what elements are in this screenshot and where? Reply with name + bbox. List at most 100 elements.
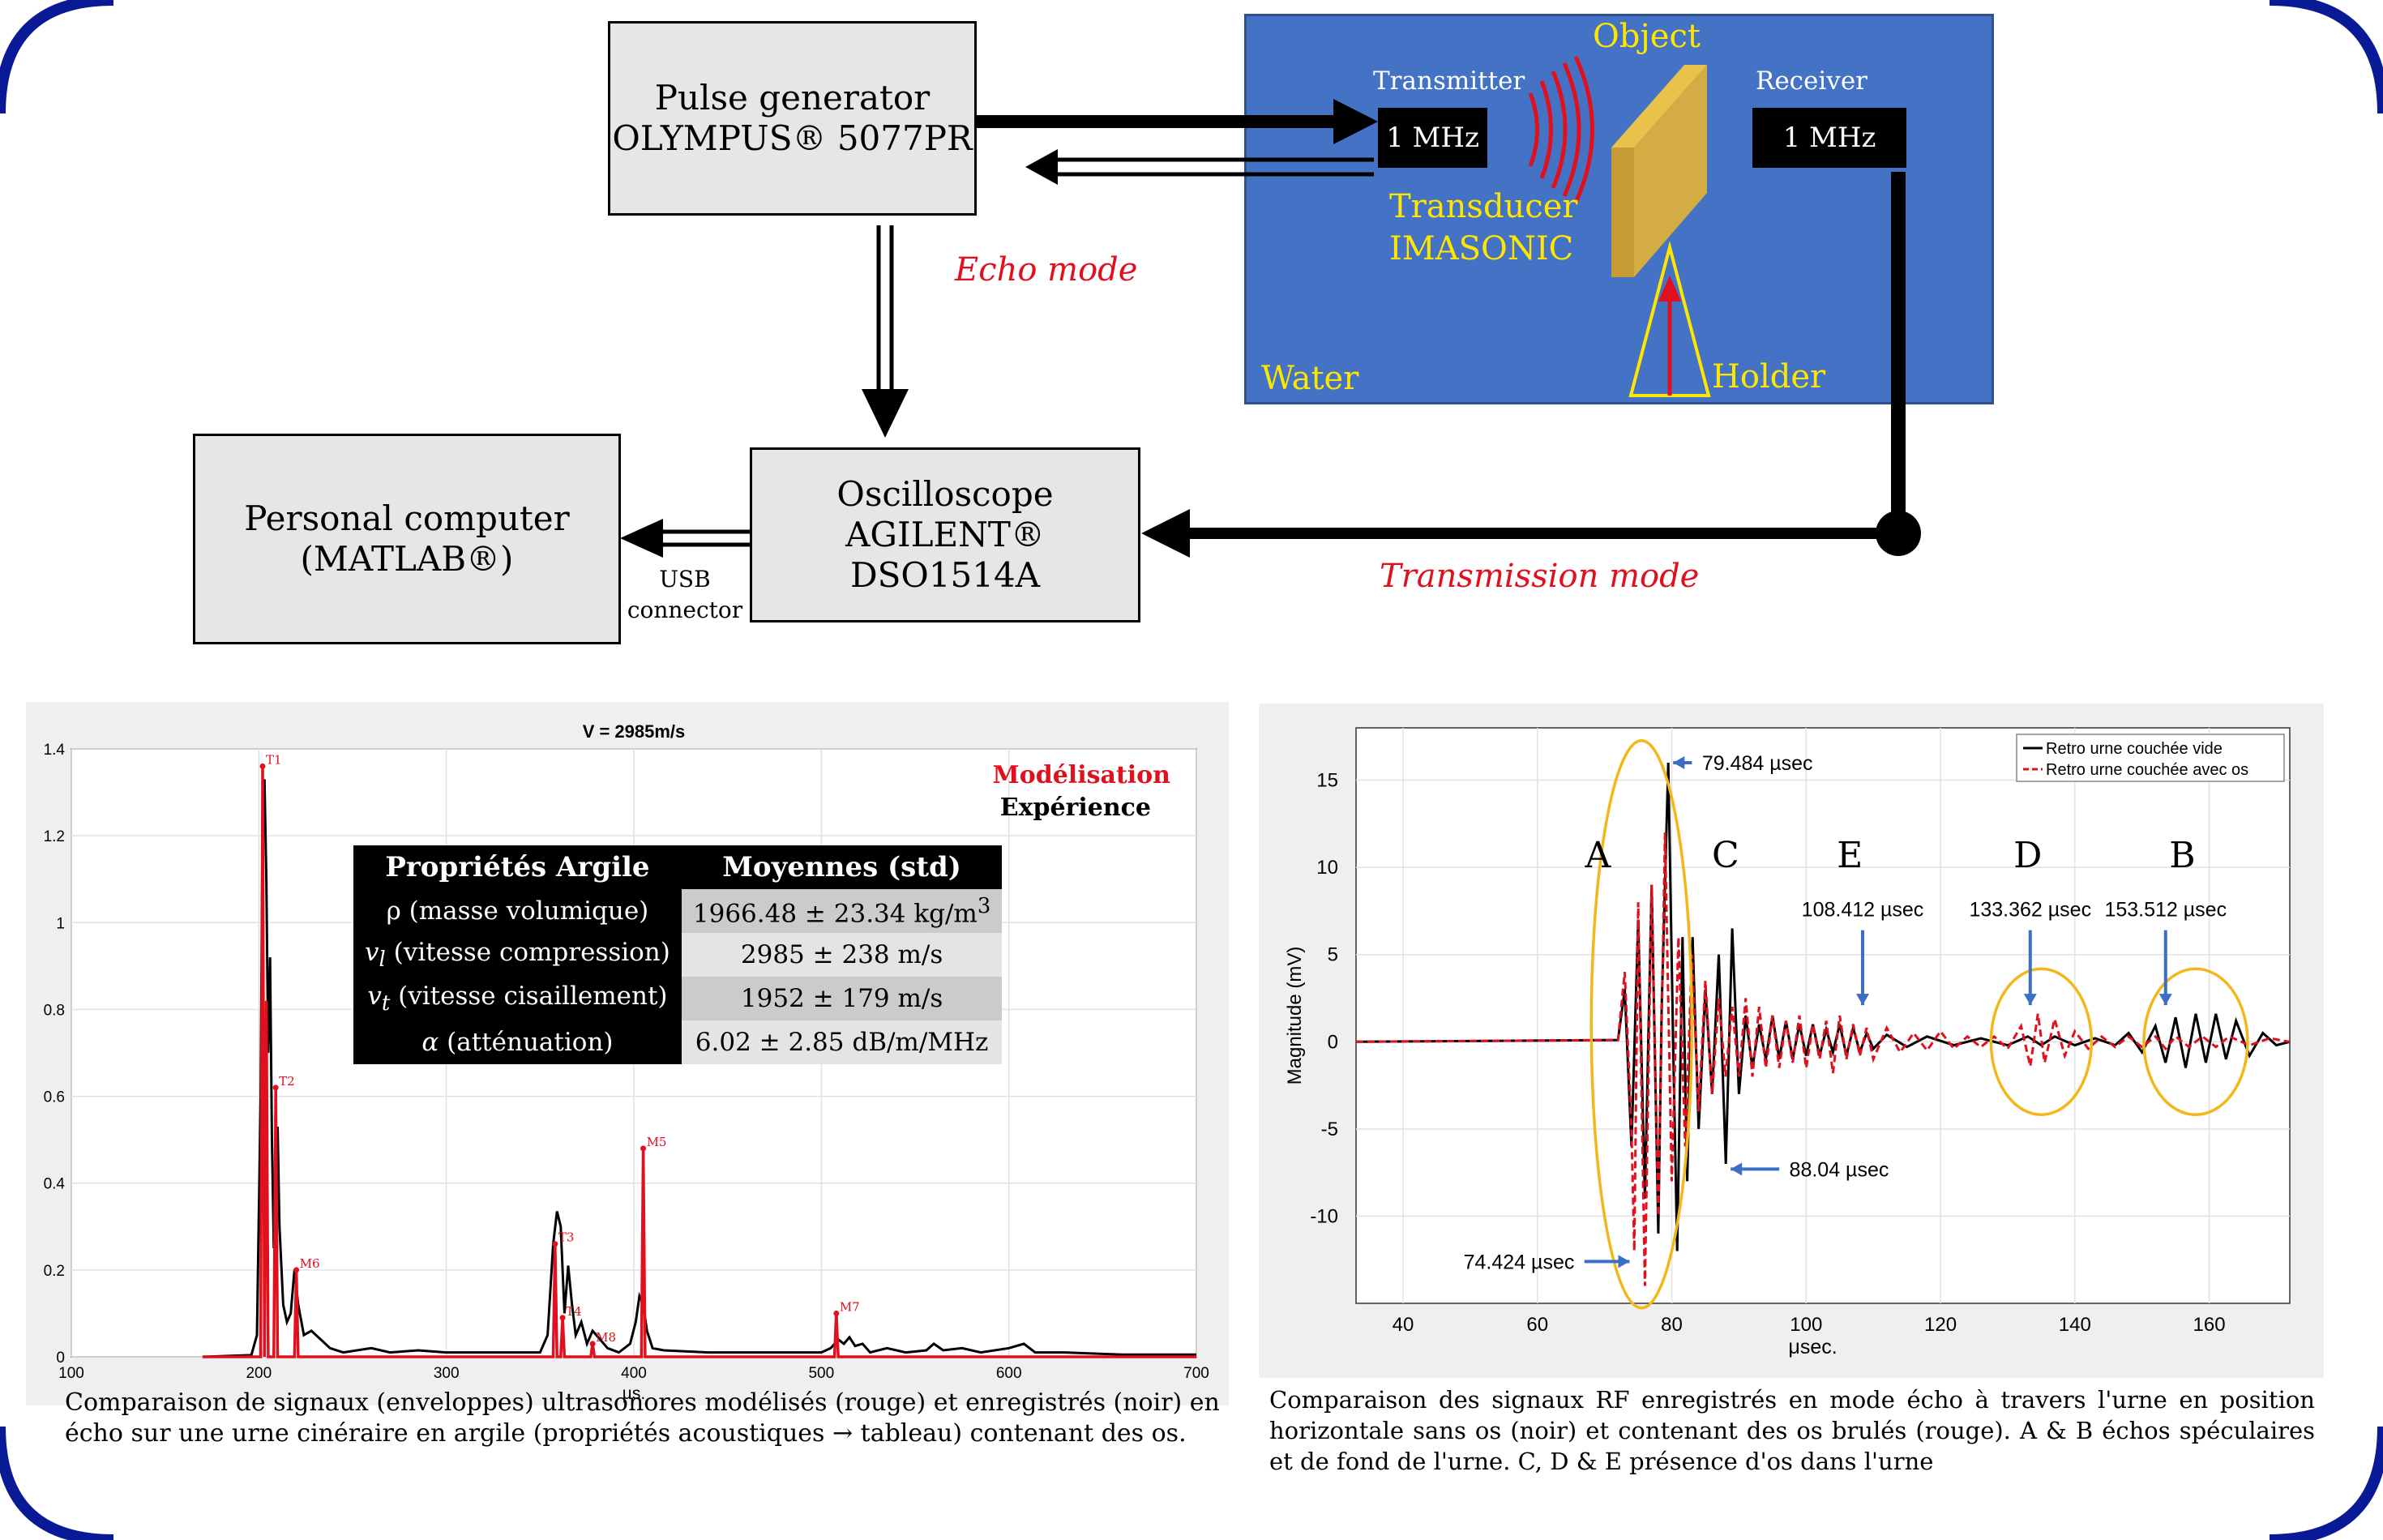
y-tick-label: 1 <box>56 915 65 932</box>
callout-arrow-74-head <box>1618 1255 1630 1268</box>
transmitter-label: Transmitter <box>1373 66 1525 96</box>
symbol-rho: ρ <box>386 896 401 926</box>
legend-label-avec-os: Retro urne couchée avec os <box>2046 761 2248 779</box>
water-label: Water <box>1261 360 1359 397</box>
marker-point <box>272 1084 279 1091</box>
y-tick-label: -10 <box>1310 1205 1338 1227</box>
callout-arrow-88-head <box>1731 1162 1743 1176</box>
x-tick-label: 140 <box>2059 1314 2091 1336</box>
x-tick-label: 100 <box>1790 1314 1822 1336</box>
property-name: (atténuation) <box>447 1028 614 1057</box>
callout-153: 153.512 µsec <box>2104 898 2227 921</box>
holder-arrow-icon <box>1658 276 1681 302</box>
marker-point <box>259 763 266 769</box>
oscilloscope-model: AGILENT® DSO1514A <box>845 515 1045 595</box>
table-header-value: Moyennes (std) <box>681 845 1003 889</box>
echo-mode-label: Echo mode <box>955 251 1138 289</box>
marker-label: T3 <box>558 1230 575 1245</box>
callout-74: 74.424 µsec <box>1464 1251 1575 1273</box>
callout-133: 133.362 µsec <box>1969 898 2091 921</box>
y-tick-label: 1.4 <box>44 742 66 759</box>
echo-letter-e: E <box>1837 835 1863 876</box>
y-tick-label: 1.2 <box>44 828 65 845</box>
transducer-label: Transducer <box>1389 188 1578 225</box>
marker-point <box>293 1267 300 1273</box>
y-tick-label: 0 <box>1328 1031 1338 1053</box>
computer-label: Personal computer <box>244 498 570 538</box>
chart-title: V = 2985m/s <box>583 721 686 742</box>
object-plate <box>1634 65 1707 277</box>
y-tick-label: -5 <box>1321 1119 1338 1140</box>
x-tick-label: 40 <box>1393 1314 1414 1336</box>
table-cell-property: α (atténuation) <box>353 1020 682 1064</box>
y-tick-label: 0.4 <box>44 1176 66 1193</box>
table-cell-value: 6.02 ± 2.85 dB/m/MHz <box>681 1020 1003 1064</box>
series-line-modelisation <box>202 766 1196 1358</box>
marker-label: T2 <box>279 1074 295 1089</box>
diagram-connectors <box>620 55 1921 558</box>
usb-label: USB connector <box>624 564 746 626</box>
y-tick-label: 10 <box>1316 857 1338 879</box>
properties-table: Propriétés Argile Moyennes (std) ρ (mass… <box>353 845 1003 1064</box>
highlight-ellipse-b <box>2142 967 2249 1117</box>
right-caption-text: Comparaison des signaux RF enregistrés e… <box>1269 1386 2315 1475</box>
y-tick-label: 0 <box>56 1350 65 1367</box>
x-tick-label: 400 <box>621 1365 647 1382</box>
right-chart: 40 60 80 100 120 140 160 -10 -5 0 5 10 15 μsec. Magnit… <box>1284 727 2291 1358</box>
marker-point <box>640 1145 647 1152</box>
left-caption-text: Comparaison de signaux (enveloppes) ultr… <box>65 1388 1220 1448</box>
transmission-arrowhead <box>1141 509 1190 558</box>
table-row: vl (vitesse compression) 2985 ± 238 m/s <box>353 933 1003 977</box>
property-name: (masse volumique) <box>409 896 649 926</box>
marker-label: T1 <box>266 752 282 767</box>
legend-experience: Expérience <box>1000 794 1151 822</box>
y-axis-label: Magnitude (mV) <box>1284 947 1306 1085</box>
x-tick-label: 60 <box>1526 1314 1548 1336</box>
object-label: Object <box>1593 18 1701 55</box>
symbol-sub: t <box>381 991 391 1016</box>
echo-letter-b: B <box>2169 835 2195 876</box>
callout-108: 108.412 µsec <box>1802 898 1924 921</box>
table-cell-value: 2985 ± 238 m/s <box>681 933 1003 977</box>
left-caption: Comparaison de signaux (enveloppes) ultr… <box>65 1388 1232 1449</box>
series-line-experience <box>202 779 1196 1358</box>
callout-79: 79.484 µsec <box>1702 752 1813 775</box>
x-tick-label: 160 <box>2193 1314 2226 1336</box>
callout-108-arrow-head <box>1855 994 1869 1006</box>
table-header-property: Propriétés Argile <box>353 845 682 889</box>
callout-133-arrow-head <box>2023 994 2037 1006</box>
table-cell-property: vt (vitesse cisaillement) <box>353 977 682 1020</box>
symbol-v: v <box>367 981 382 1011</box>
unit-exponent: 3 <box>977 893 991 918</box>
marker-point <box>833 1310 840 1316</box>
usb-label-line2: connector <box>627 597 743 623</box>
callout-153-arrow-head <box>2158 994 2172 1006</box>
highlight-ellipse-a <box>1589 739 1693 1310</box>
pulse-generator-model: OLYMPUS® 5077PR <box>612 118 973 158</box>
table-row: ρ (masse volumique) 1966.48 ± 23.34 kg/m… <box>353 889 1003 933</box>
x-tick-label: 100 <box>58 1365 84 1382</box>
echo-letter-d: D <box>2013 835 2042 876</box>
oscilloscope-box: Oscilloscope AGILENT® DSO1514A <box>750 447 1140 622</box>
table-cell-property: ρ (masse volumique) <box>353 889 682 933</box>
marker-label: T4 <box>566 1304 582 1319</box>
x-tick-label: 200 <box>246 1365 272 1382</box>
table-cell-value: 1952 ± 179 m/s <box>681 977 1003 1020</box>
y-tick-label: 0.8 <box>44 1002 65 1019</box>
receiver-label: Receiver <box>1756 66 1867 96</box>
symbol-sub: l <box>379 948 386 973</box>
table-row: α (atténuation) 6.02 ± 2.85 dB/m/MHz <box>353 1020 1003 1064</box>
x-tick-label: 300 <box>434 1365 460 1382</box>
table-cell-property: vl (vitesse compression) <box>353 933 682 977</box>
junction-dot <box>1876 511 1921 556</box>
marker-label: M6 <box>300 1256 320 1271</box>
wave-icon <box>1528 92 1539 167</box>
legend-label-vide: Retro urne couchée vide <box>2046 740 2223 758</box>
table-cell-value: 1966.48 ± 23.34 kg/m3 <box>681 889 1003 933</box>
callout-88: 88.04 µsec <box>1790 1158 1889 1181</box>
marker-label: M7 <box>840 1299 860 1314</box>
object-plate-top <box>1611 65 1707 148</box>
y-tick-label: 0.6 <box>44 1089 65 1106</box>
marker-label: M5 <box>647 1135 667 1149</box>
marker-point <box>552 1241 558 1247</box>
